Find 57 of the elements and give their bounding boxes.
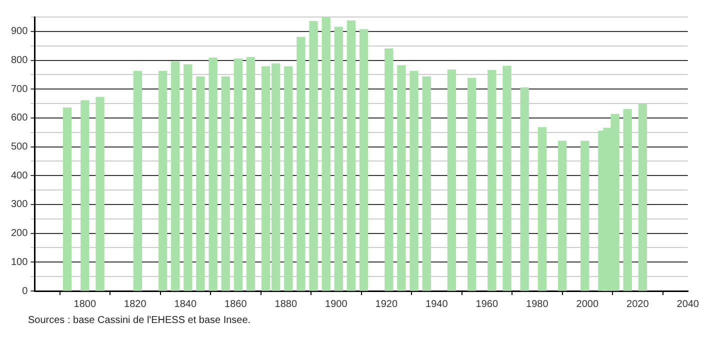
bar: [184, 64, 192, 291]
y-tick-label: 200: [10, 228, 28, 240]
bar: [221, 76, 230, 291]
y-tick-label: 800: [10, 55, 28, 66]
x-tick-label: 1880: [274, 298, 298, 310]
bar: [133, 70, 142, 291]
x-tick-label: 1840: [174, 298, 197, 310]
bar: [520, 87, 529, 291]
y-tick-label: 0: [22, 286, 28, 297]
source-note: Sources : base Cassini de l'EHESS et base Insee.: [28, 315, 252, 326]
y-tick-label: 100: [10, 256, 28, 268]
bar: [309, 20, 318, 291]
x-tick-label: 1960: [476, 298, 498, 310]
x-tick-label: 1820: [124, 298, 147, 310]
bar: [334, 26, 343, 291]
bar: [623, 108, 632, 291]
y-tick-label: 300: [10, 199, 28, 210]
y-tick-label: 700: [10, 84, 28, 95]
bar: [234, 58, 243, 291]
bar: [384, 48, 394, 291]
y-tick-label: 600: [10, 112, 28, 124]
bar: [422, 76, 431, 291]
bar: [246, 57, 256, 291]
bar: [284, 66, 293, 291]
x-tick-label: 1900: [325, 298, 348, 310]
x-tick-label: 1980: [526, 298, 549, 310]
x-tick-label: 1860: [224, 298, 248, 310]
bar: [397, 65, 406, 291]
x-tick-label: 1800: [74, 298, 96, 310]
y-tick-label: 900: [10, 26, 28, 38]
bar: [322, 17, 330, 291]
bar: [346, 20, 356, 291]
bar: [447, 69, 456, 291]
bar: [359, 29, 368, 291]
x-tick-label: 2020: [626, 298, 650, 310]
bar: [558, 140, 567, 291]
bar: [580, 140, 590, 291]
bar: [502, 66, 512, 291]
bar: [296, 36, 306, 291]
bar: [80, 100, 90, 291]
bar: [158, 70, 168, 291]
bar: [488, 70, 496, 291]
bar: [538, 127, 546, 291]
x-tick-label: 1940: [426, 298, 448, 310]
bar: [208, 58, 218, 291]
y-tick-label: 400: [10, 170, 28, 182]
bar: [96, 96, 104, 291]
y-tick-label: 500: [10, 142, 28, 153]
bar: [638, 104, 647, 291]
bar: [63, 108, 72, 291]
x-tick-label: 2000: [576, 298, 599, 310]
bar: [410, 70, 418, 291]
bar: [467, 78, 476, 291]
x-tick-label: 1920: [375, 298, 398, 310]
bar: [196, 76, 205, 291]
bar: [171, 61, 180, 291]
x-tick-label: 2040: [676, 298, 700, 310]
